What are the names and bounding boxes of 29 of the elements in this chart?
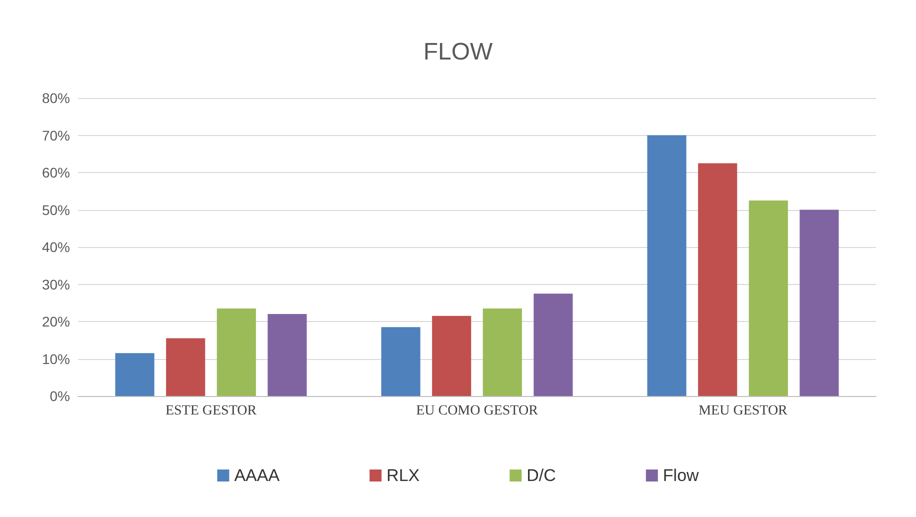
y-tick-label: 30% — [42, 276, 70, 292]
bar — [268, 314, 307, 396]
y-tick-label: 60% — [42, 164, 70, 180]
y-tick-label: 20% — [42, 314, 70, 330]
legend-label: AAAA — [234, 466, 280, 485]
bar — [482, 308, 522, 396]
chart-title: FLOW — [423, 38, 494, 66]
legend-label: Flow — [662, 466, 700, 485]
bar — [381, 327, 420, 396]
bar — [166, 338, 206, 396]
bar — [800, 210, 839, 396]
bar — [216, 308, 256, 396]
bar — [698, 163, 738, 396]
legend-label: RLX — [386, 466, 420, 485]
bar — [115, 353, 154, 396]
y-tick-label: 70% — [42, 127, 70, 144]
bar — [534, 294, 573, 396]
bar — [432, 316, 472, 396]
x-tick-label: ESTE GESTOR — [165, 404, 258, 418]
bar — [647, 135, 686, 396]
x-tick-label: EU COMO GESTOR — [416, 404, 539, 418]
y-tick-label: 0% — [50, 388, 70, 404]
legend-label: D/C — [526, 466, 556, 485]
y-tick-label: 40% — [42, 239, 70, 255]
y-tick-label: 10% — [42, 350, 70, 367]
y-tick-label: 50% — [42, 202, 70, 218]
y-tick-label: 80% — [42, 90, 70, 106]
bar — [748, 200, 788, 396]
x-tick-label: MEU GESTOR — [698, 404, 788, 418]
